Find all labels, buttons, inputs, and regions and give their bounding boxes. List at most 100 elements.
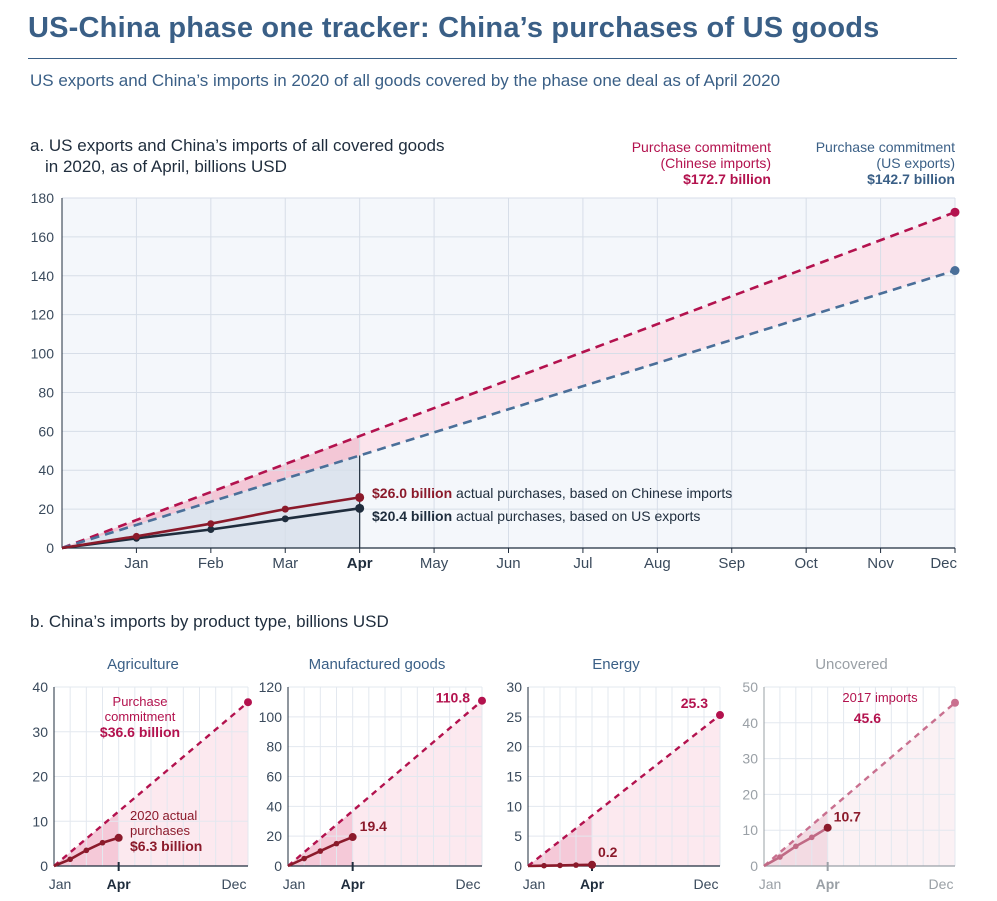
panel-a-title-line1: a. US exports and China’s imports of all… <box>30 136 445 155</box>
x-tick-label-jan: Jan <box>124 555 148 572</box>
chart-uncovered-commitment-value: 45.6 <box>854 710 881 726</box>
chart-uncovered-y-tick-30: 30 <box>742 751 758 767</box>
chart-energy-actual-point <box>573 862 579 868</box>
chart-energy-actual-point <box>557 862 563 869</box>
y-tick-label-80: 80 <box>38 384 54 400</box>
series-commitment-us-endpoint <box>950 266 960 276</box>
chart-manufactured-y-tick-40: 40 <box>266 798 282 814</box>
legend-commitment-us-value: $142.7 billion <box>867 171 955 187</box>
chart-agriculture-commitment-line <box>53 701 249 867</box>
chart-agriculture-commitment-endpoint <box>244 698 252 707</box>
chart-energy-title: Energy <box>592 656 640 673</box>
chart-manufactured-background <box>288 687 482 866</box>
y-tick-label-120: 120 <box>31 307 55 323</box>
chart-manufactured-actual-value: 19.4 <box>360 818 387 834</box>
chart-manufactured-commitment-value: 110.8 <box>436 690 470 706</box>
chart-agriculture-actual-point <box>99 839 106 846</box>
chart-manufactured-y-tick-80: 80 <box>266 739 282 755</box>
chart-uncovered-x-tick-apr: Apr <box>816 876 841 892</box>
chart-uncovered-background <box>764 687 955 866</box>
chart-manufactured-commitment-endpoint <box>478 696 486 705</box>
chart-uncovered-actual-point <box>793 843 799 850</box>
series-actual-us-point <box>281 515 289 523</box>
legend-commitment-us-line1: Purchase commitment <box>815 139 955 155</box>
chart-manufactured-y-tick-20: 20 <box>266 828 282 844</box>
chart-uncovered-actual-point <box>823 823 832 832</box>
band-commitment-gap <box>62 212 955 548</box>
chart-manufactured-x-tick-jan: Jan <box>283 876 306 892</box>
chart-uncovered: Uncovered 0 10 20 30 40 50 Jan Apr Dec 45.6 10.7 <box>742 656 959 892</box>
chart-agriculture-y-tick-10: 10 <box>32 813 48 829</box>
chart-energy-y-tick-20: 20 <box>506 739 522 755</box>
chart-agriculture-actual-line <box>53 836 120 868</box>
series-actual-chinese-point <box>132 532 140 540</box>
chart-manufactured-y-tick-0: 0 <box>274 858 282 874</box>
chart-uncovered-actual-line <box>763 826 829 868</box>
y-tick-label-20: 20 <box>38 501 54 517</box>
chart-manufactured-actual-point <box>348 833 357 842</box>
chart-b-plots: Agriculture 0 10 20 30 40 Jan Apr Dec $6.3 billio… <box>32 656 959 892</box>
agri-actual-label-line2: purchases <box>130 823 190 838</box>
title-divider <box>28 58 957 59</box>
chart-agriculture-y-tick-30: 30 <box>32 724 48 740</box>
chart-manufactured-actual-point <box>317 848 324 854</box>
chart-energy-to-date-band <box>528 815 592 866</box>
chart-uncovered-x-tick-dec: Dec <box>929 876 954 892</box>
chart-energy-y-tick-0: 0 <box>514 858 522 874</box>
chart-a-plot: 0 20 40 60 80 100 120 140 160 180 Jan Feb Mar Apr May J… <box>31 190 960 572</box>
series-actual-us-point <box>132 534 140 542</box>
unc-commitment-label: 2017 imports <box>842 690 918 705</box>
chart-uncovered-commitment-endpoint <box>951 698 959 707</box>
chart-manufactured-actual-line <box>287 835 354 868</box>
chart-manufactured-to-date-band <box>288 810 353 866</box>
chart-uncovered-y-tick-40: 40 <box>742 715 758 731</box>
series-actual-us-line <box>61 507 360 550</box>
y-tick-label-60: 60 <box>38 423 54 439</box>
y-tick-label-140: 140 <box>31 268 55 284</box>
y-tick-label-40: 40 <box>38 462 54 478</box>
series-commitment-chinese-line <box>61 210 956 550</box>
panel-a-title-line2: in 2020, as of April, billions USD <box>45 157 287 176</box>
chart-manufactured: Manufactured goods 0 20 40 60 80 100 120 Jan Apr D… <box>259 656 486 892</box>
chart-energy-commitment-band <box>528 715 720 866</box>
band-commitment-gap-to-date <box>62 436 360 548</box>
page-title: US-China phase one tracker: China’s purc… <box>28 12 880 44</box>
chart-agriculture-x-tick-apr: Apr <box>107 876 132 892</box>
annotation-actual-chinese-value: $26.0 billion <box>372 485 452 501</box>
chart-manufactured-y-tick-120: 120 <box>259 679 283 695</box>
x-tick-label-oct: Oct <box>794 555 818 572</box>
chart-energy-commitment-line <box>527 714 721 867</box>
chart-uncovered-actual-point <box>777 854 783 860</box>
chart-agriculture-commitment-band <box>54 702 248 866</box>
chart-agriculture-y-tick-40: 40 <box>32 679 48 695</box>
chart-manufactured-title: Manufactured goods <box>309 656 446 673</box>
chart-uncovered-x-tick-jan: Jan <box>759 876 782 892</box>
chart-manufactured-x-tick-dec: Dec <box>456 876 481 892</box>
chart-energy-x-tick-jan: Jan <box>523 876 546 892</box>
chart-energy-actual-value: 0.2 <box>598 844 618 860</box>
band-us-commitment-to-date <box>62 455 360 548</box>
series-commitment-chinese-endpoint <box>950 207 960 217</box>
x-tick-label-feb: Feb <box>198 555 224 572</box>
chart-uncovered-title: Uncovered <box>815 656 888 673</box>
series-commitment-us-line <box>61 269 956 550</box>
series-actual-us-point <box>207 526 215 534</box>
agri-commitment-value: $36.6 billion <box>100 724 180 740</box>
chart-energy-commitment-endpoint <box>716 711 724 720</box>
x-tick-label-mar: Mar <box>272 555 298 572</box>
chart-uncovered-to-date-band <box>764 811 828 866</box>
chart-uncovered-y-tick-20: 20 <box>742 786 758 802</box>
chart-agriculture-y-tick-20: 20 <box>32 769 48 785</box>
panel-b-title: b. China’s imports by product type, bill… <box>30 612 389 631</box>
annotation-actual-us-value: $20.4 billion <box>372 508 452 524</box>
y-tick-label-0: 0 <box>46 540 54 556</box>
series-actual-us-point <box>355 503 365 513</box>
y-tick-label-180: 180 <box>31 190 55 206</box>
y-tick-label-160: 160 <box>31 229 55 245</box>
chart-uncovered-commitment-line <box>763 701 956 867</box>
series-actual-chinese-point <box>355 492 365 502</box>
annotation-actual-chinese-text: actual purchases, based on Chinese impor… <box>452 485 732 501</box>
chart-energy-background <box>528 687 720 866</box>
agri-actual-label-line1: 2020 actual <box>130 808 197 823</box>
chart-agriculture-actual-value: $6.3 billion <box>130 838 202 854</box>
